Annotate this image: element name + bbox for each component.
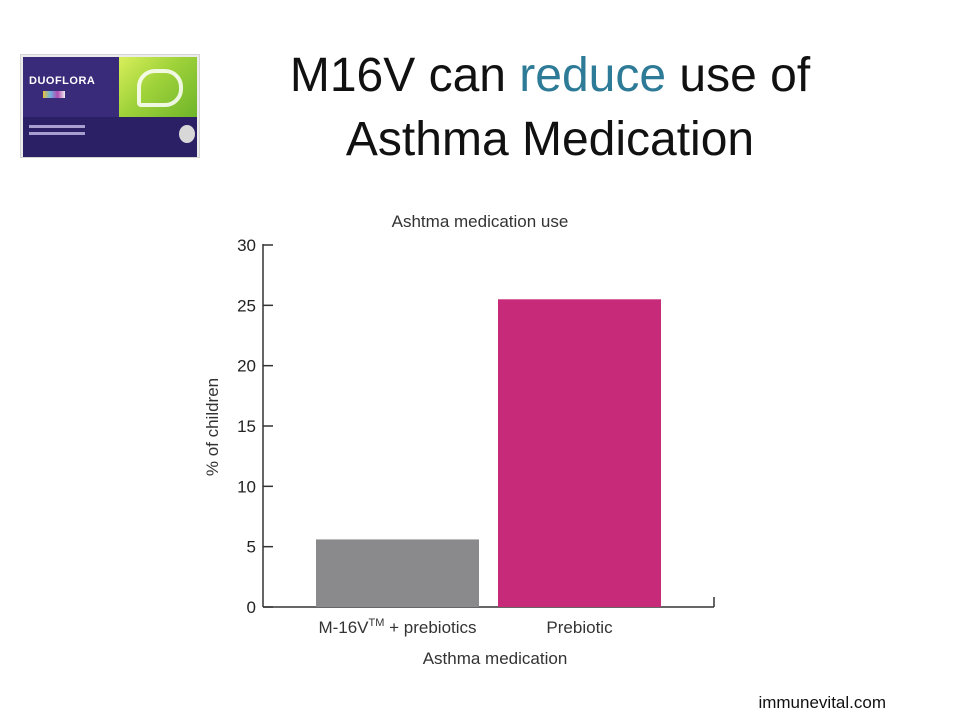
y-tick-label: 15 bbox=[237, 417, 256, 436]
y-tick-label: 10 bbox=[237, 477, 256, 496]
product-seal-icon bbox=[179, 125, 195, 143]
bars bbox=[316, 299, 661, 607]
title-accent-word: reduce bbox=[519, 49, 667, 102]
chart-title: Ashtma medication use bbox=[392, 212, 569, 231]
product-green-panel bbox=[119, 57, 197, 117]
product-brand-label: DUOFLORA bbox=[29, 75, 96, 87]
x-axis-label: Asthma medication bbox=[423, 649, 568, 668]
slide-title-line1: M16V can reduce use of bbox=[230, 44, 870, 108]
product-bottom-stripe bbox=[23, 117, 197, 157]
product-fine-print bbox=[29, 125, 109, 139]
y-axis-label: % of children bbox=[203, 378, 222, 476]
slide-title: M16V can reduce use of Asthma Medication bbox=[230, 44, 870, 172]
y-axis: 0 5 10 15 20 25 30 bbox=[237, 236, 273, 617]
y-tick-label: 30 bbox=[237, 236, 256, 255]
footer-website: immunevital.com bbox=[758, 693, 886, 712]
category-label-2: Prebiotic bbox=[546, 618, 613, 637]
slide-title-line2: Asthma Medication bbox=[345, 113, 755, 166]
bar-1 bbox=[316, 539, 479, 607]
product-color-swatch bbox=[43, 91, 65, 98]
y-tick-label: 0 bbox=[247, 598, 256, 617]
product-image: DUOFLORA bbox=[20, 54, 200, 158]
y-tick-label: 5 bbox=[247, 538, 256, 557]
title-text-start: M16V can bbox=[289, 49, 520, 102]
product-logo-mark bbox=[137, 69, 183, 107]
category-labels: M-16VTM + prebiotics Prebiotic bbox=[318, 617, 613, 637]
bar-2 bbox=[498, 299, 661, 607]
title-text-end: use of bbox=[666, 49, 811, 102]
category-label-1: M-16VTM + prebiotics bbox=[318, 617, 476, 637]
y-tick-label: 25 bbox=[237, 296, 256, 315]
y-tick-label: 20 bbox=[237, 357, 256, 376]
